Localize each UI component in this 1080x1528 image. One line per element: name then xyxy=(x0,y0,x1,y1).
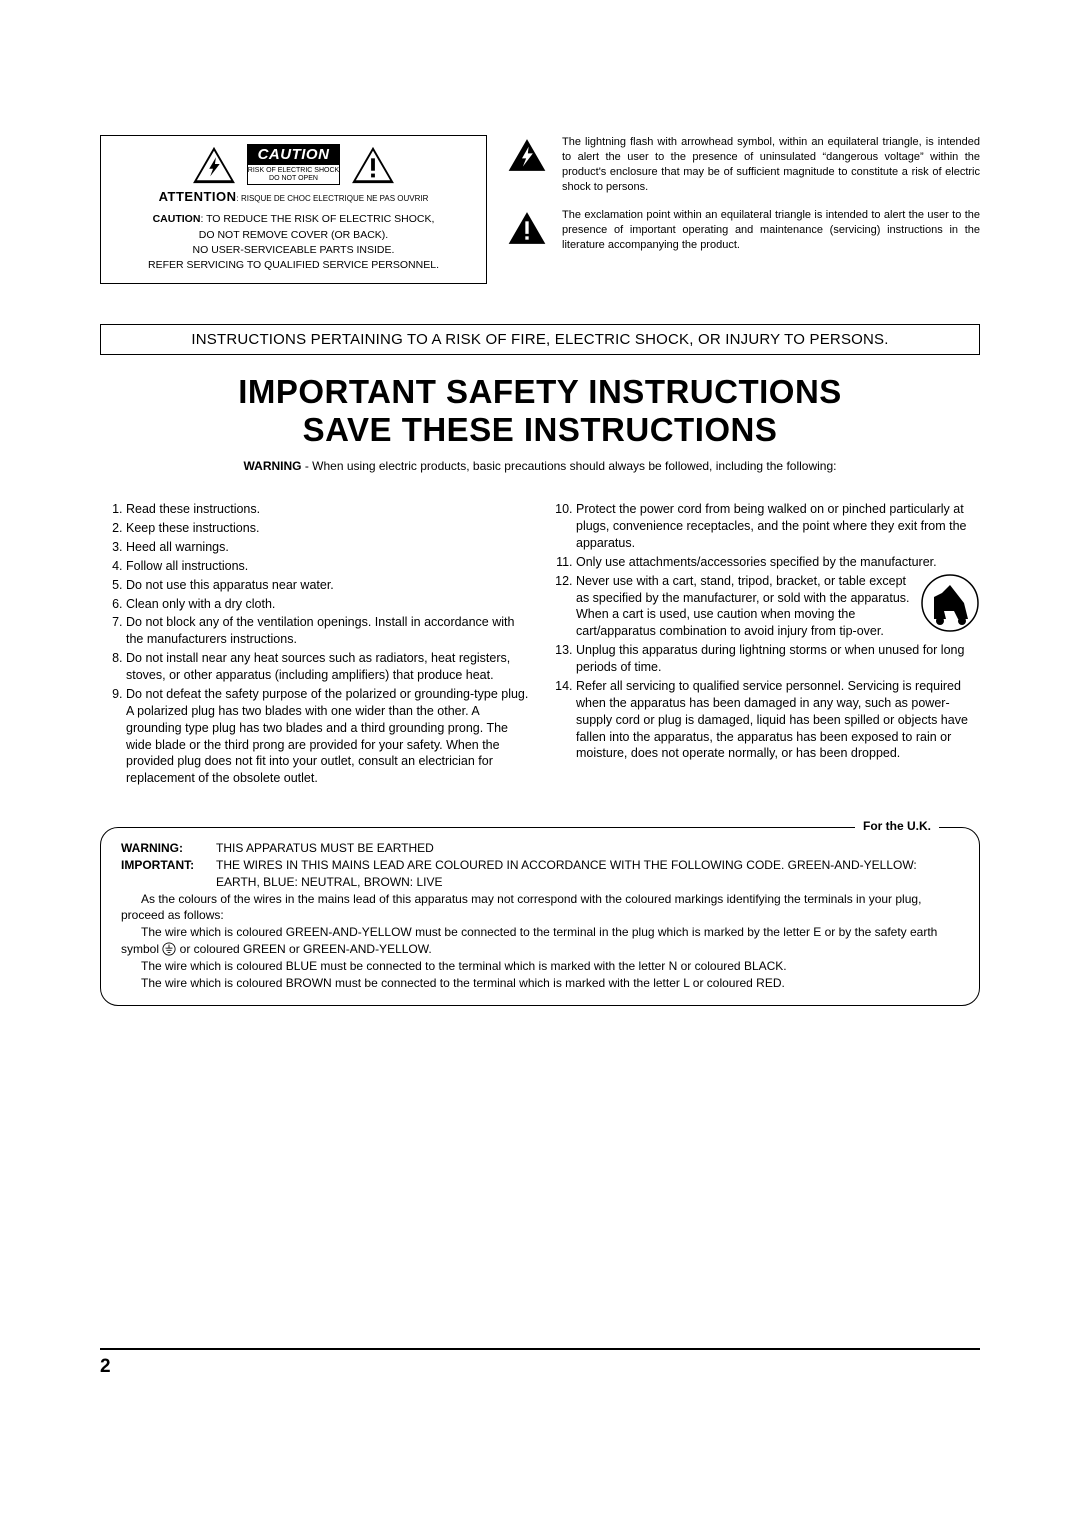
caution-tiny-2: DO NOT OPEN xyxy=(269,175,318,182)
top-row: CAUTION RISK OF ELECTRIC SHOCK DO NOT OP… xyxy=(100,135,980,284)
lightning-triangle-icon xyxy=(191,145,237,185)
lightning-triangle-icon-solid xyxy=(507,137,547,173)
list-item: Keep these instructions. xyxy=(126,520,530,537)
attention-bold: ATTENTION xyxy=(159,189,237,204)
list-item: Do not use this apparatus near water. xyxy=(126,577,530,594)
safety-list-right: Protect the power cord from being walked… xyxy=(550,501,980,762)
list-item: Follow all instructions. xyxy=(126,558,530,575)
list-item: Unplug this apparatus during lightning s… xyxy=(576,642,980,676)
earth-symbol-icon xyxy=(162,942,176,956)
uk-para3: The wire which is coloured BLUE must be … xyxy=(121,958,959,975)
caution-body-bold: CAUTION xyxy=(153,213,201,225)
uk-important-text: THE WIRES IN THIS MAINS LEAD ARE COLOURE… xyxy=(216,857,959,891)
caution-label: CAUTION xyxy=(247,144,340,165)
heading-line-1: IMPORTANT SAFETY INSTRUCTIONS xyxy=(238,373,842,410)
list-item: Clean only with a dry cloth. xyxy=(126,596,530,613)
page-number: 2 xyxy=(100,1356,111,1377)
uk-warning-text: THIS APPARATUS MUST BE EARTHED xyxy=(216,840,434,857)
uk-para1: As the colours of the wires in the mains… xyxy=(121,891,959,925)
list-item: Never use with a cart, stand, tripod, br… xyxy=(576,573,980,641)
warning-subheading: WARNING - When using electric products, … xyxy=(100,459,980,473)
warning-rest: - When using electric products, basic pr… xyxy=(302,459,837,473)
caution-body-l3: NO USER-SERVICEABLE PARTS INSIDE. xyxy=(111,243,476,258)
safety-list-left: Read these instructions. Keep these instr… xyxy=(100,501,530,787)
uk-warning-label: WARNING: xyxy=(121,840,216,857)
main-heading: IMPORTANT SAFETY INSTRUCTIONS SAVE THESE… xyxy=(100,373,980,449)
warning-bold: WARNING xyxy=(244,459,302,473)
list-item: Do not defeat the safety purpose of the … xyxy=(126,686,530,787)
list-item: Do not install near any heat sources suc… xyxy=(126,650,530,684)
uk-label: For the U.K. xyxy=(855,818,939,835)
uk-para2b: or coloured GREEN or GREEN-AND-YELLOW. xyxy=(176,942,431,956)
lightning-desc: The lightning flash with arrowhead symbo… xyxy=(562,135,980,194)
list-item: Only use attachments/accessories specifi… xyxy=(576,554,980,571)
caution-panel: CAUTION RISK OF ELECTRIC SHOCK DO NOT OP… xyxy=(100,135,487,284)
instructions-banner: INSTRUCTIONS PERTAINING TO A RISK OF FIR… xyxy=(100,324,980,355)
uk-box: For the U.K. WARNING: THIS APPARATUS MUS… xyxy=(100,827,980,1006)
cart-tip-icon xyxy=(920,573,980,633)
list-item: Heed all warnings. xyxy=(126,539,530,556)
footer-rule: 2 xyxy=(100,1348,980,1378)
uk-para4: The wire which is coloured BROWN must be… xyxy=(121,975,959,992)
list-item: Read these instructions. xyxy=(126,501,530,518)
caution-tiny-1: RISK OF ELECTRIC SHOCK xyxy=(248,167,339,174)
exclaim-triangle-icon xyxy=(350,145,396,185)
list-item: Do not block any of the ventilation open… xyxy=(126,614,530,648)
uk-important-label: IMPORTANT: xyxy=(121,857,216,891)
list-item: Protect the power cord from being walked… xyxy=(576,501,980,552)
caution-body-l4: REFER SERVICING TO QUALIFIED SERVICE PER… xyxy=(111,258,476,273)
attention-rest: : RISQUE DE CHOC ELECTRIQUE NE PAS OUVRI… xyxy=(237,194,429,203)
icon-desc-col: The lightning flash with arrowhead symbo… xyxy=(507,135,980,284)
safety-lists: Read these instructions. Keep these instr… xyxy=(100,501,980,789)
list-item: Refer all servicing to qualified service… xyxy=(576,678,980,762)
exclaim-desc: The exclamation point within an equilate… xyxy=(562,208,980,253)
exclaim-triangle-icon-solid xyxy=(507,210,547,246)
heading-line-2: SAVE THESE INSTRUCTIONS xyxy=(303,411,778,448)
caution-body-l1: : TO REDUCE THE RISK OF ELECTRIC SHOCK, xyxy=(200,213,434,225)
caution-body-l2: DO NOT REMOVE COVER (OR BACK). xyxy=(111,228,476,243)
uk-para2: The wire which is coloured GREEN-AND-YEL… xyxy=(121,924,959,958)
